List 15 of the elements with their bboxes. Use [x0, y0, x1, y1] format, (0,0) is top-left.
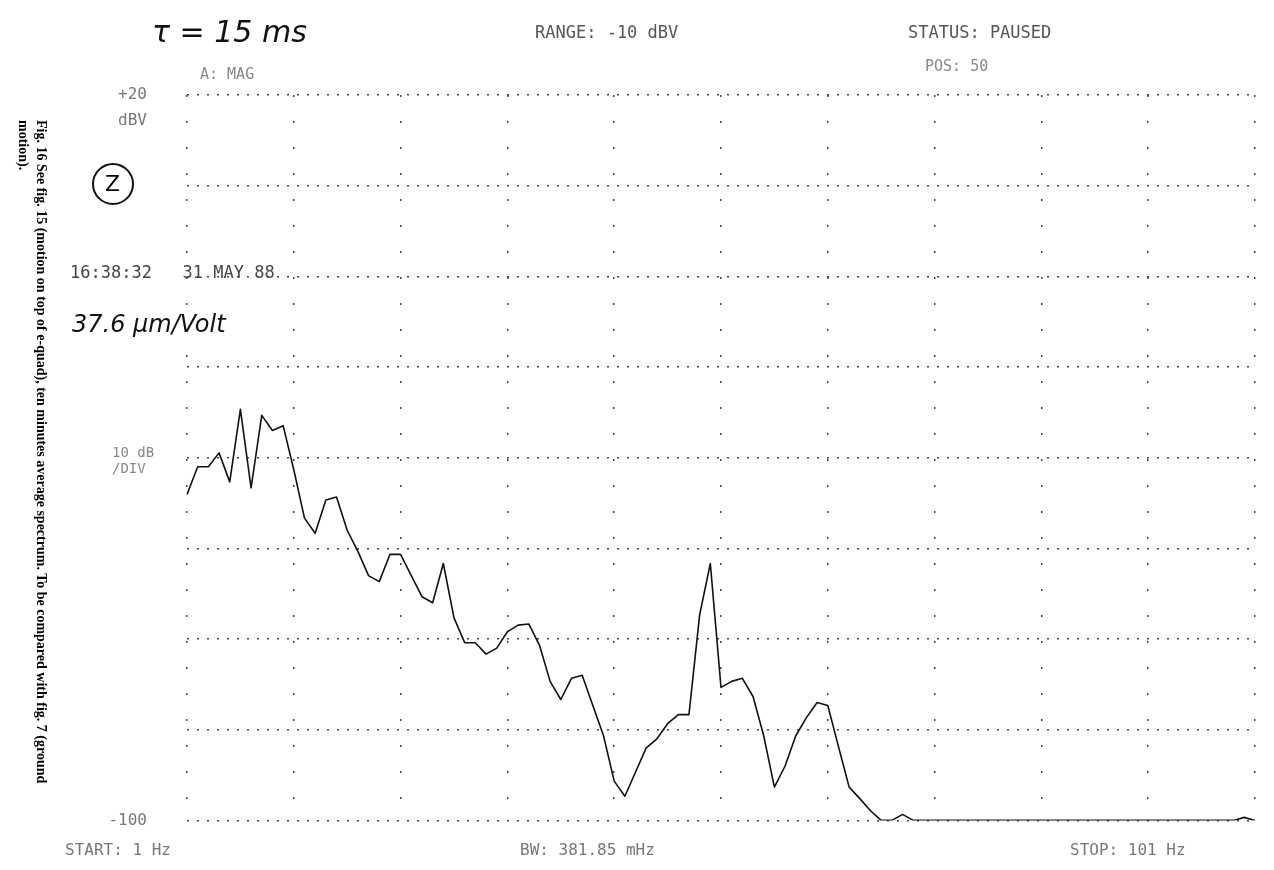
text: A: MAG [200, 65, 255, 83]
text: START: 1 Hz [65, 840, 171, 859]
text: 10 dB /DIV [112, 444, 156, 476]
text: Z [105, 171, 121, 196]
text: STATUS: PAUSED [908, 22, 1052, 42]
y-tick-label: +20 [118, 84, 147, 104]
text: STOP: 101 Hz [1070, 840, 1186, 859]
text: POS: 50 [925, 57, 989, 75]
caption: Fig. 16 See fig. 15 (motion on top of e-quad), ten minutes average spectrum. To be compared with fig. 7 (ground motion). [15, 120, 50, 786]
annotation: 37.6 μm/Volt [72, 310, 226, 338]
y-tick-label: -100 [108, 809, 147, 829]
y-axis-title: dBV [118, 110, 147, 129]
text: BW: 381.85 mHz [520, 840, 655, 859]
text: RANGE: -10 dBV [535, 22, 679, 42]
text: τ = 15 ms [152, 14, 307, 49]
